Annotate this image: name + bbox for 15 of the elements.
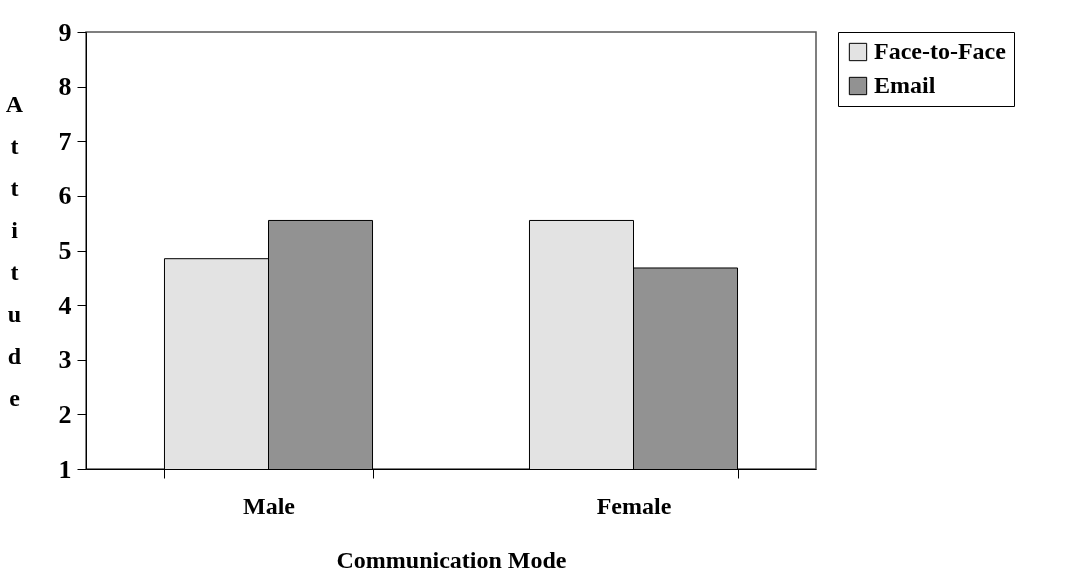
- y-tick-label: 1: [58, 454, 72, 484]
- x-tick-label: Female: [596, 492, 672, 519]
- y-axis-title: Attitude: [5, 90, 24, 411]
- y-tick-label: 6: [58, 181, 72, 211]
- y-tick-label: 9: [58, 17, 72, 47]
- y-tick-label: 8: [58, 72, 72, 102]
- x-axis-title: Communication Mode: [336, 546, 567, 573]
- y-tick-label: 3: [58, 345, 72, 375]
- y-tick-label: 2: [58, 399, 72, 429]
- legend-label: Face-to-Face: [874, 38, 1007, 64]
- y-tick-label: 5: [58, 236, 72, 265]
- y-tick-label: 7: [58, 126, 72, 156]
- y-tick-label: 4: [58, 290, 72, 320]
- x-tick-label: Male: [243, 492, 296, 519]
- legend-label: Email: [874, 72, 936, 98]
